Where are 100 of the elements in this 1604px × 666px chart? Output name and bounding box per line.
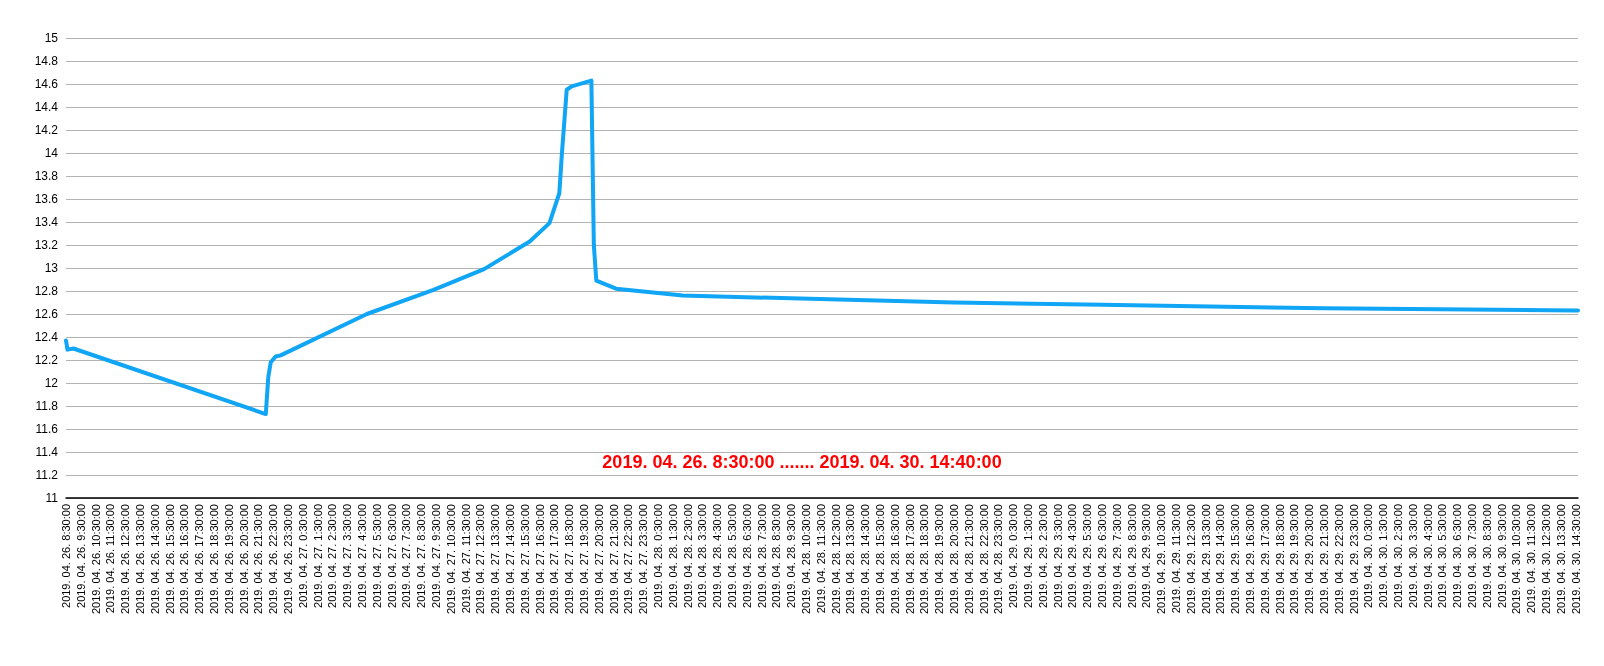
x-tick-label: 2019. 04. 28. 16:30:00: [888, 504, 901, 615]
y-tick-label: 13: [44, 261, 59, 275]
x-tick-label: 2019. 04. 27. 14:30:00: [503, 504, 516, 615]
x-tick-label: 2019. 04. 28. 6:30:00: [740, 504, 753, 608]
x-tick-label: 2019. 04. 30. 7:30:00: [1465, 504, 1478, 608]
y-tick-label: 13.8: [34, 169, 59, 183]
x-tick-label: 2019. 04. 28. 22:30:00: [977, 504, 990, 615]
x-tick-label: 2019. 04. 30. 0:30:00: [1362, 504, 1375, 608]
x-tick-label: 2019. 04. 30. 10:30:00: [1510, 504, 1523, 615]
x-tick-label: 2019. 04. 29. 10:30:00: [1155, 504, 1168, 615]
y-tick-label: 13.2: [34, 238, 59, 252]
x-tick-label: 2019. 04. 29. 3:30:00: [1051, 504, 1064, 608]
x-tick-label: 2019. 04. 26. 23:30:00: [281, 504, 294, 615]
x-tick-label: 2019. 04. 27. 9:30:00: [429, 504, 442, 608]
x-tick-label: 2019. 04. 28. 3:30:00: [696, 504, 709, 608]
x-tick-label: 2019. 04. 26. 10:30:00: [89, 504, 102, 615]
x-tick-label: 2019. 04. 26. 15:30:00: [163, 504, 176, 615]
x-tick-label: 2019. 04. 27. 2:30:00: [326, 504, 339, 608]
x-tick-label: 2019. 04. 30. 3:30:00: [1406, 504, 1419, 608]
x-tick-label: 2019. 04. 28. 19:30:00: [933, 504, 946, 615]
y-tick-label: 12.6: [34, 307, 59, 321]
y-tick-label: 12: [44, 376, 59, 390]
x-tick-label: 2019. 04. 27. 3:30:00: [341, 504, 354, 608]
x-tick-label: 2019. 04. 27. 10:30:00: [444, 504, 457, 615]
x-tick-label: 2019. 04. 29. 20:30:00: [1303, 504, 1316, 615]
x-tick-label: 2019. 04. 27. 0:30:00: [296, 504, 309, 608]
line-series: [64, 78, 1580, 417]
x-tick-label: 2019. 04. 28. 14:30:00: [859, 504, 872, 615]
x-tick-label: 2019. 04. 26. 8:30:00: [60, 504, 72, 608]
x-tick-label: 2019. 04. 28. 4:30:00: [711, 504, 724, 608]
x-tick-label: 2019. 04. 30. 9:30:00: [1495, 504, 1508, 608]
x-tick-label: 2019. 04. 27. 20:30:00: [592, 504, 605, 615]
y-tick-label: 13.4: [34, 215, 59, 229]
x-tick-label: 2019. 04. 29. 12:30:00: [1184, 504, 1197, 615]
x-tick-label: 2019. 04. 29. 22:30:00: [1332, 504, 1345, 615]
x-tick-label: 2019. 04. 28. 7:30:00: [755, 504, 768, 608]
x-tick-label: 2019. 04. 27. 7:30:00: [400, 504, 413, 608]
x-tick-label: 2019. 04. 27. 6:30:00: [385, 504, 398, 608]
x-tick-label: 2019. 04. 30. 14:30:00: [1569, 504, 1582, 615]
x-tick-label: 2019. 04. 29. 7:30:00: [1110, 504, 1123, 608]
x-tick-label: 2019. 04. 29. 16:30:00: [1243, 504, 1256, 615]
x-tick-label: 2019. 04. 26. 16:30:00: [178, 504, 191, 615]
x-tick-label: 2019. 04. 27. 23:30:00: [637, 504, 650, 615]
x-tick-label: 2019. 04. 26. 11:30:00: [104, 504, 117, 614]
y-tick-label: 11: [45, 491, 59, 505]
x-tick-label: 2019. 04. 27. 18:30:00: [563, 504, 576, 615]
x-tick-label: 2019. 04. 26. 19:30:00: [222, 504, 235, 615]
x-tick-label: 2019. 04. 27. 11:30:00: [459, 504, 472, 614]
y-tick-label: 11.2: [35, 468, 59, 482]
x-tick-label: 2019. 04. 26. 22:30:00: [267, 504, 280, 615]
x-tick-label: 2019. 04. 28. 15:30:00: [873, 504, 886, 615]
x-tick-label: 2019. 04. 27. 21:30:00: [607, 504, 620, 615]
x-tick-label: 2019. 04. 27. 16:30:00: [533, 504, 546, 615]
x-tick-label: 2019. 04. 30. 12:30:00: [1539, 504, 1552, 615]
x-tick-label: 2019. 04. 26. 13:30:00: [134, 504, 146, 615]
y-tick-label: 14.4: [34, 100, 59, 114]
y-tick-label: 12.4: [34, 330, 59, 344]
x-tick-label: 2019. 04. 29. 21:30:00: [1317, 504, 1330, 615]
x-tick-label: 2019. 04. 29. 2:30:00: [1036, 504, 1049, 608]
x-tick-label: 2019. 04. 27. 19:30:00: [577, 504, 590, 615]
y-tick-label: 14.6: [34, 77, 59, 91]
x-tick-label: 2019. 04. 30. 6:30:00: [1451, 504, 1464, 608]
x-tick-label: 2019. 04. 28. 21:30:00: [962, 504, 975, 615]
x-tick-label: 2019. 04. 29. 23:30:00: [1347, 504, 1360, 615]
x-tick-label: 2019. 04. 28. 17:30:00: [903, 504, 916, 615]
x-tick-label: 2019. 04. 29. 19:30:00: [1288, 504, 1301, 615]
x-tick-label: 2019. 04. 26. 14:30:00: [148, 504, 161, 615]
x-tick-label: 2019. 04. 28. 5:30:00: [725, 504, 738, 608]
x-tick-label: 2019. 04. 26. 18:30:00: [207, 504, 220, 615]
x-tick-label: 2019. 04. 26. 9:30:00: [74, 504, 87, 608]
x-tick-label: 2019. 04. 27. 22:30:00: [622, 504, 635, 615]
x-tick-label: 2019. 04. 26. 12:30:00: [119, 504, 132, 615]
x-tick-label: 2019. 04. 28. 9:30:00: [785, 504, 798, 608]
x-tick-label: 2019. 04. 29. 1:30:00: [1021, 504, 1034, 608]
x-tick-label: 2019. 04. 28. 0:30:00: [651, 504, 664, 608]
x-tick-label: 2019. 04. 26. 20:30:00: [237, 504, 250, 615]
x-tick-label: 2019. 04. 29. 4:30:00: [1066, 504, 1079, 608]
y-tick-label: 11.8: [35, 399, 59, 413]
x-tick-label: 2019. 04. 30. 2:30:00: [1391, 504, 1404, 608]
x-tick-label: 2019. 04. 27. 1:30:00: [311, 504, 324, 608]
x-tick-label: 2019. 04. 28. 18:30:00: [918, 504, 931, 615]
x-tick-label: 2019. 04. 29. 15:30:00: [1229, 504, 1242, 615]
x-tick-label: 2019. 04. 30. 4:30:00: [1421, 504, 1434, 608]
y-tick-label: 12.2: [34, 353, 59, 367]
x-tick-label: 2019. 04. 28. 2:30:00: [681, 504, 694, 608]
x-tick-label: 2019. 04. 26. 17:30:00: [193, 504, 206, 615]
y-tick-label: 11.6: [35, 422, 59, 436]
x-tick-label: 2019. 04. 29. 13:30:00: [1199, 504, 1212, 615]
x-tick-label: 2019. 04. 30. 8:30:00: [1480, 504, 1493, 608]
x-tick-label: 2019. 04. 29. 11:30:00: [1169, 504, 1182, 614]
x-tick-label: 2019. 04. 28. 12:30:00: [829, 504, 842, 615]
x-tick-label: 2019. 04. 28. 11:30:00: [814, 504, 827, 614]
x-tick-label: 2019. 04. 28. 8:30:00: [770, 504, 783, 608]
x-tick-label: 2019. 04. 27. 4:30:00: [355, 504, 368, 608]
y-tick-label: 14: [44, 146, 59, 160]
x-tick-label: 2019. 04. 29. 17:30:00: [1258, 504, 1271, 615]
x-tick-label: 2019. 04. 29. 18:30:00: [1273, 504, 1286, 615]
x-tick-label: 2019. 04. 29. 6:30:00: [1095, 504, 1108, 608]
y-tick-label: 12.8: [34, 284, 59, 298]
x-tick-label: 2019. 04. 29. 9:30:00: [1140, 504, 1153, 608]
